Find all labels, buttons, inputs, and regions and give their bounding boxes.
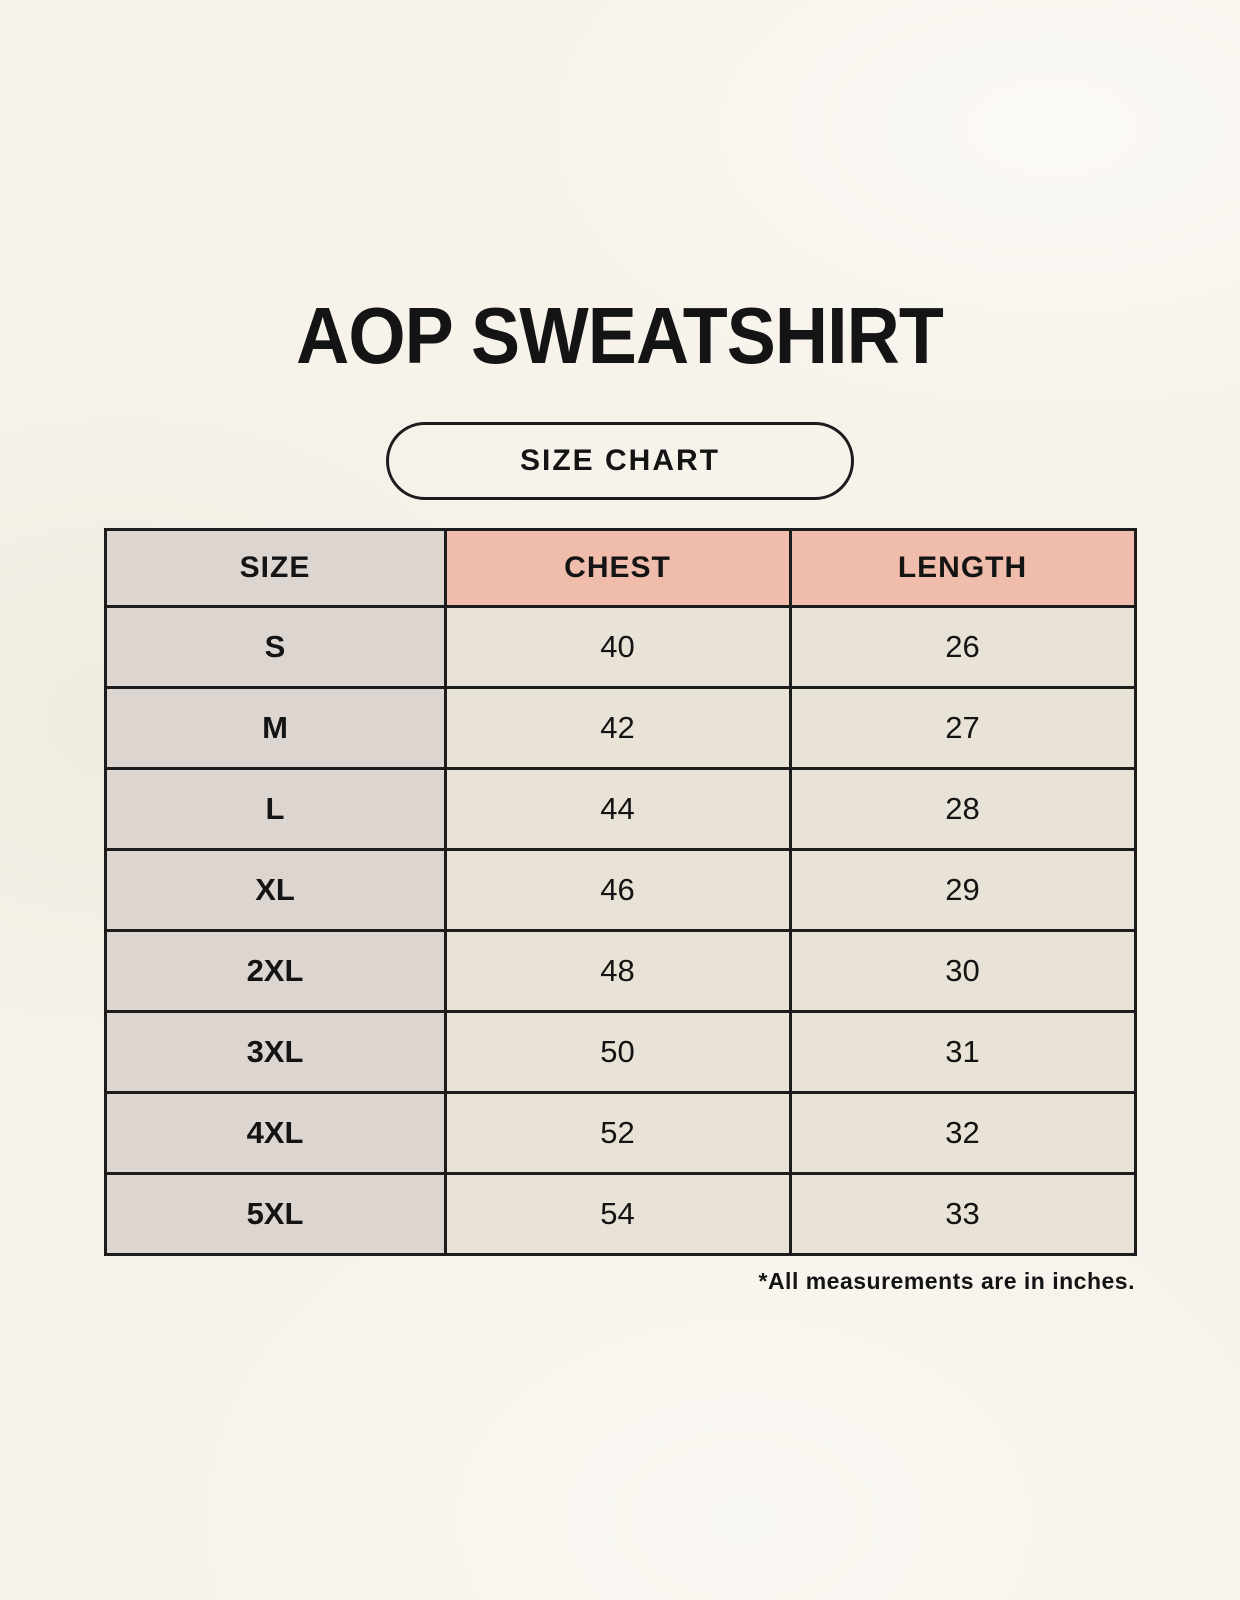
table-row: 3XL 50 31 [103, 1010, 1137, 1094]
chest-cell: 46 [443, 848, 792, 932]
length-cell: 28 [788, 767, 1137, 851]
length-cell: 29 [788, 848, 1137, 932]
chest-cell: 48 [443, 929, 792, 1013]
table-row: 5XL 54 33 [103, 1172, 1137, 1256]
size-cell: 5XL [103, 1172, 447, 1256]
table-row: S 40 26 [103, 605, 1137, 689]
chest-cell: 50 [443, 1010, 792, 1094]
chest-cell: 44 [443, 767, 792, 851]
length-cell: 30 [788, 929, 1137, 1013]
chest-cell: 40 [443, 605, 792, 689]
size-cell: XL [103, 848, 447, 932]
page-title: AOP SWEATSHIRT [296, 291, 945, 380]
size-cell: S [103, 605, 447, 689]
size-table: SIZE CHEST LENGTH S 40 26 M 42 27 L 44 2… [103, 528, 1137, 1256]
size-cell: 4XL [103, 1091, 447, 1175]
chest-cell: 52 [443, 1091, 792, 1175]
chest-cell: 54 [443, 1172, 792, 1256]
size-cell: M [103, 686, 447, 770]
length-cell: 33 [788, 1172, 1137, 1256]
length-cell: 32 [788, 1091, 1137, 1175]
size-cell: 3XL [103, 1010, 447, 1094]
column-header-size: SIZE [103, 528, 447, 608]
table-row: XL 46 29 [103, 848, 1137, 932]
column-header-chest: CHEST [443, 528, 792, 608]
size-cell: 2XL [103, 929, 447, 1013]
length-cell: 27 [788, 686, 1137, 770]
table-row: 2XL 48 30 [103, 929, 1137, 1013]
table-row: 4XL 52 32 [103, 1091, 1137, 1175]
size-cell: L [103, 767, 447, 851]
chest-cell: 42 [443, 686, 792, 770]
length-cell: 26 [788, 605, 1137, 689]
size-chart-badge-label: SIZE CHART [520, 444, 720, 477]
column-header-length: LENGTH [788, 528, 1137, 608]
footnote: *All measurements are in inches. [758, 1268, 1135, 1294]
table-row: M 42 27 [103, 686, 1137, 770]
table-row: L 44 28 [103, 767, 1137, 851]
size-chart-badge: SIZE CHART [386, 422, 854, 500]
table-header-row: SIZE CHEST LENGTH [103, 528, 1137, 608]
length-cell: 31 [788, 1010, 1137, 1094]
